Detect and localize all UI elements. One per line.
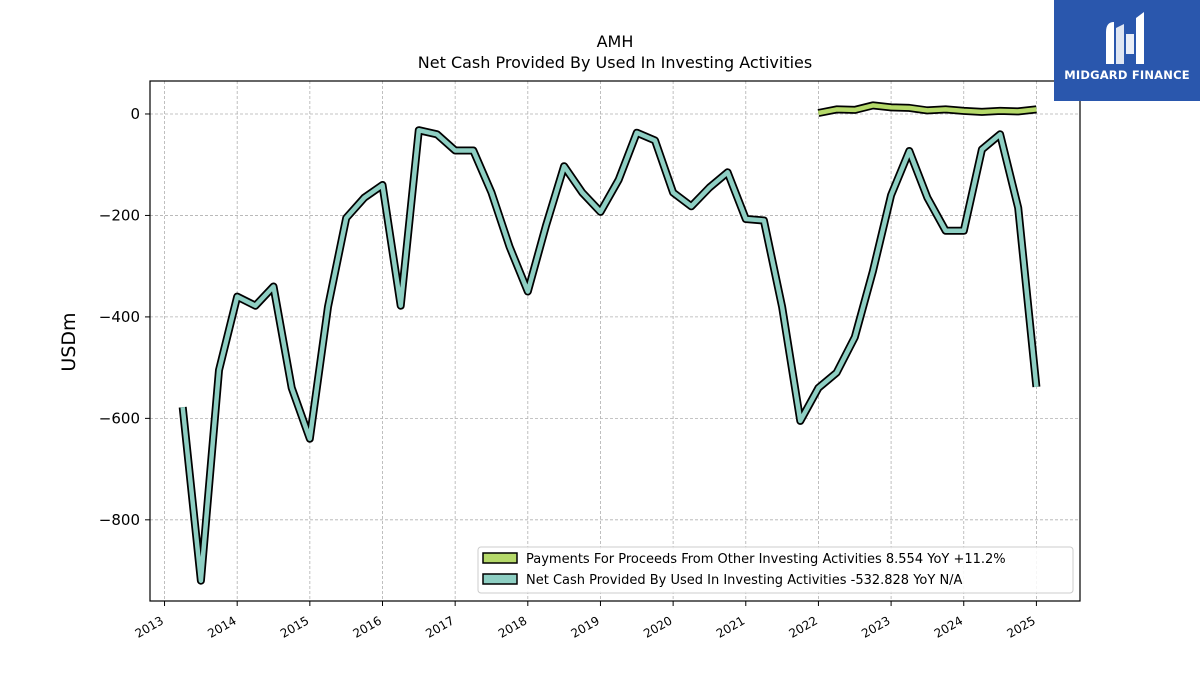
y-tick-label: −800 <box>99 511 140 529</box>
x-tick-label: 2020 <box>641 613 674 640</box>
x-tick-label: 2017 <box>423 613 456 640</box>
legend-label-payments: Payments For Proceeds From Other Investi… <box>526 552 1006 567</box>
series-layer <box>178 101 1041 585</box>
chart-subtitle: Net Cash Provided By Used In Investing A… <box>418 53 812 72</box>
legend: Payments For Proceeds From Other Investi… <box>477 546 1074 594</box>
y-axis-ticks: 0 −200 −400 −600 −800 <box>99 105 150 529</box>
y-tick-label: −400 <box>99 308 140 326</box>
legend-swatch-net-cash <box>482 573 518 585</box>
chart-title: AMH <box>597 32 634 51</box>
x-tick-label: 2022 <box>786 613 819 640</box>
x-tick-label: 2016 <box>351 613 384 640</box>
legend-swatch-payments <box>482 552 518 564</box>
x-tick-label: 2015 <box>278 613 311 640</box>
grid-lines <box>150 81 1080 601</box>
x-tick-label: 2013 <box>133 613 166 640</box>
x-tick-label: 2024 <box>932 613 965 640</box>
legend-label-net-cash: Net Cash Provided By Used In Investing A… <box>526 573 963 588</box>
y-tick-label: −200 <box>99 206 140 224</box>
x-tick-label: 2014 <box>205 613 238 640</box>
x-tick-label: 2025 <box>1004 613 1037 640</box>
midgard-finance-logo: MIDGARD FINANCE <box>1054 0 1200 101</box>
y-tick-label: 0 <box>130 105 140 123</box>
plot-frame <box>149 80 1081 602</box>
x-tick-label: 2019 <box>569 613 602 640</box>
legend-box <box>477 546 1074 594</box>
y-axis-label: USDm <box>58 312 80 371</box>
series-line-net-cash <box>180 127 1039 583</box>
x-tick-label: 2021 <box>714 613 747 640</box>
logo-text: MIDGARD FINANCE <box>1064 68 1190 82</box>
y-tick-label: −600 <box>99 409 140 427</box>
x-tick-label: 2018 <box>496 613 529 640</box>
x-tick-label: 2023 <box>859 613 892 640</box>
logo-mark-icon <box>1106 12 1144 64</box>
series-line-payments <box>817 103 1037 116</box>
x-axis-ticks: 2013 2014 2015 2016 2017 2018 2019 2020 2021 2022… <box>133 601 1038 641</box>
